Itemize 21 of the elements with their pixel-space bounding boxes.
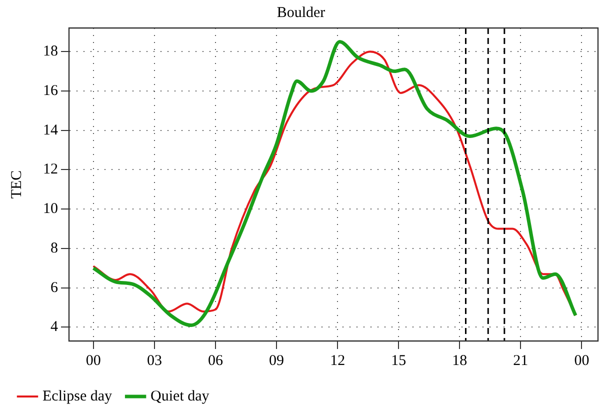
y-tick-label: 18 [43,44,58,60]
y-tick-label: 16 [43,82,58,99]
x-tick-label: 12 [330,352,346,369]
legend-label: Eclipse day [42,388,113,404]
x-tick-label: 00 [86,352,101,369]
x-tick-label: 03 [146,352,162,369]
y-tick-label: 8 [50,240,58,256]
x-tick-label: 09 [269,352,284,369]
x-tick-label: 06 [208,352,224,369]
y-axis-title: TEC [8,170,25,199]
x-tick-label: 15 [391,352,406,369]
y-tick-label: 12 [43,162,58,178]
chart-title: Boulder [276,4,326,21]
y-tick-label: 6 [50,280,58,296]
x-tick-label: 18 [452,352,468,369]
x-tick-label: 00 [574,352,590,369]
legend-label: Quiet day [150,388,210,404]
x-tick-label: 21 [513,352,528,369]
y-tick-label: 10 [43,201,58,218]
y-tick-label: 4 [50,319,58,336]
y-tick-label: 14 [43,122,58,138]
